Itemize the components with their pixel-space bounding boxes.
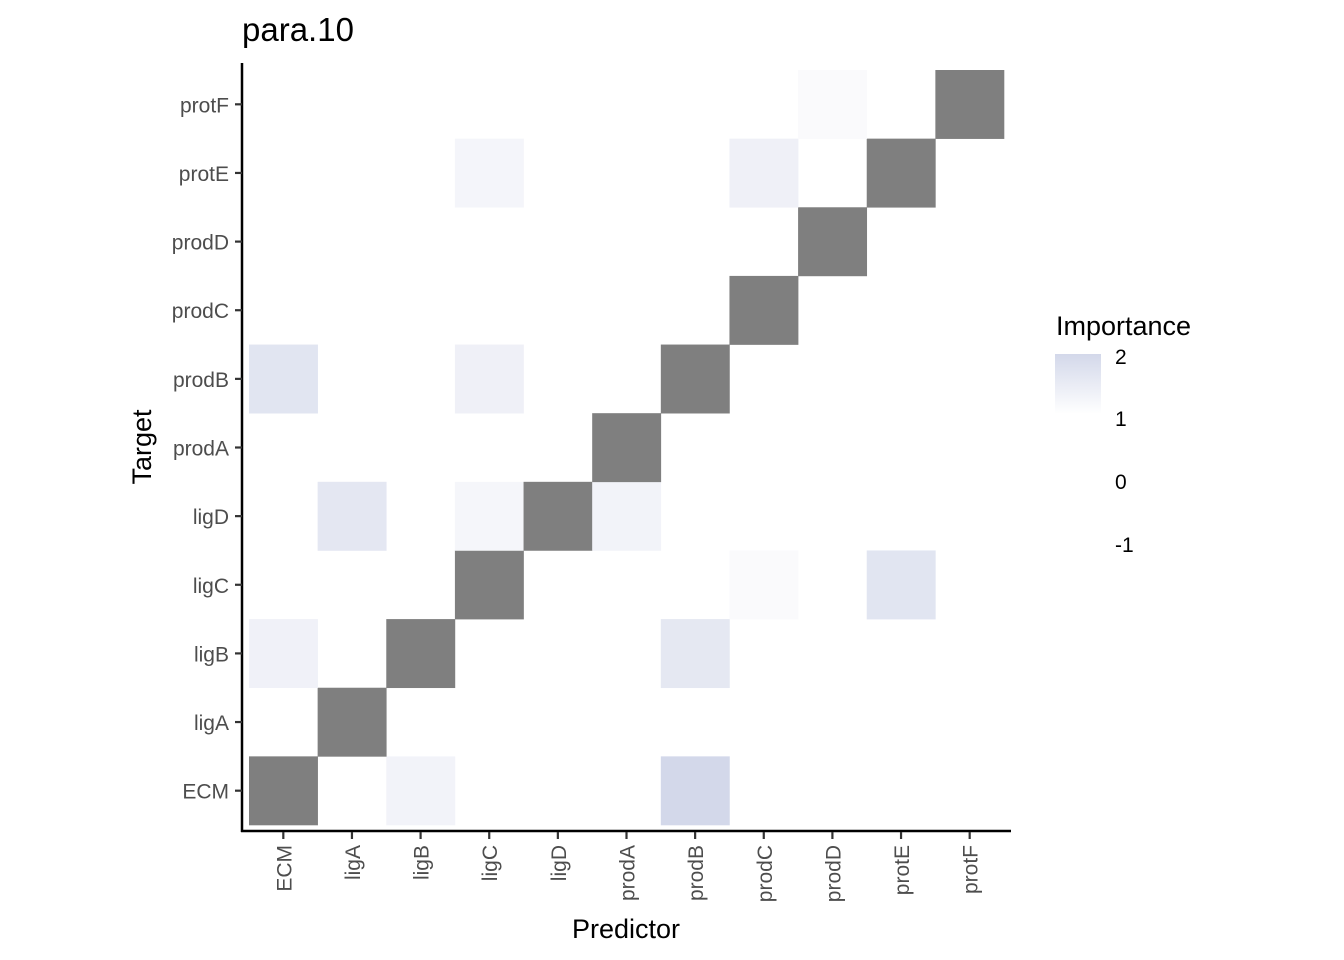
y-tick-label: protF <box>180 94 229 117</box>
heatmap-cell-ECM-prodB <box>660 756 730 826</box>
heatmap-cell-protE-protE <box>866 138 936 208</box>
chart-title: para.10 <box>242 11 354 48</box>
heatmap-cell-ligD-ligC <box>454 481 524 551</box>
x-tick-label: prodD <box>822 845 845 902</box>
y-tick-label: ECM <box>182 781 229 804</box>
x-tick-label: prodA <box>617 845 640 901</box>
y-tick-label: ligA <box>194 712 229 735</box>
heatmap-cell-ligC-protE <box>866 550 936 620</box>
heatmap-cell-ECM-ECM <box>249 756 318 826</box>
legend: Importance 2 1 0 -1 <box>1055 311 1191 557</box>
x-tick-label: ligB <box>411 845 434 880</box>
heatmap-cells <box>249 70 1005 826</box>
heatmap-cell-ligB-ligB <box>386 619 456 689</box>
y-tick-label: ligC <box>193 575 229 598</box>
x-tick-label: prodC <box>754 845 777 902</box>
heatmap-cell-ligB-ECM <box>249 619 318 689</box>
legend-tick-label: 1 <box>1115 408 1127 431</box>
x-tick-label: protE <box>891 845 914 895</box>
x-tick-label: ligA <box>342 845 365 880</box>
heatmap-cell-protE-prodC <box>729 138 799 208</box>
y-axis-ticks: ECM ligA ligB ligC ligD prodA prodB prodC prodD p… <box>172 94 242 804</box>
heatmap-cell-prodA-prodA <box>592 413 662 483</box>
heatmap-cell-ligD-prodA <box>592 481 662 551</box>
heatmap-cell-protF-protF <box>935 70 1005 139</box>
y-axis-title: Target <box>127 409 157 485</box>
legend-colorbar <box>1055 354 1101 414</box>
heatmap-cell-ligB-prodB <box>660 619 730 689</box>
heatmap-cell-prodD-prodD <box>798 207 868 277</box>
y-tick-label: prodA <box>173 438 229 461</box>
x-tick-label: prodB <box>685 845 708 901</box>
x-axis-ticks: ECM ligA ligB ligC ligD prodA prodB prodC prodD p… <box>273 832 983 902</box>
x-tick-label: ligC <box>479 845 502 881</box>
x-tick-label: ECM <box>273 845 296 892</box>
legend-tick-label: -1 <box>1115 534 1134 557</box>
x-tick-label: ligD <box>548 845 571 881</box>
y-tick-label: prodD <box>172 232 229 255</box>
heatmap-cell-prodB-ECM <box>249 344 318 414</box>
legend-tick-label: 2 <box>1115 346 1127 369</box>
legend-tick-label: 0 <box>1115 471 1127 494</box>
heatmap-cell-ligA-ligA <box>317 687 387 757</box>
x-axis-title: Predictor <box>572 914 680 944</box>
heatmap-cell-prodB-ligC <box>454 344 524 414</box>
x-tick-label: protF <box>960 845 983 894</box>
y-tick-label: protE <box>179 163 229 186</box>
heatmap-cell-prodB-prodB <box>660 344 730 414</box>
heatmap-cell-ligD-ligA <box>317 481 387 551</box>
heatmap-cell-prodC-prodC <box>729 275 799 345</box>
heatmap-cell-protF-prodD <box>798 70 868 139</box>
heatmap-cell-ligC-ligC <box>454 550 524 620</box>
heatmap-cell-protE-ligC <box>454 138 524 208</box>
heatmap-cell-ligD-ligD <box>523 481 593 551</box>
y-tick-label: prodB <box>173 369 229 392</box>
y-tick-label: prodC <box>172 300 229 323</box>
heatmap-cell-ECM-ligB <box>386 756 456 826</box>
y-tick-label: ligD <box>193 506 229 529</box>
y-tick-label: ligB <box>194 643 229 666</box>
heatmap-cell-ligC-prodC <box>729 550 799 620</box>
legend-title: Importance <box>1056 311 1191 341</box>
